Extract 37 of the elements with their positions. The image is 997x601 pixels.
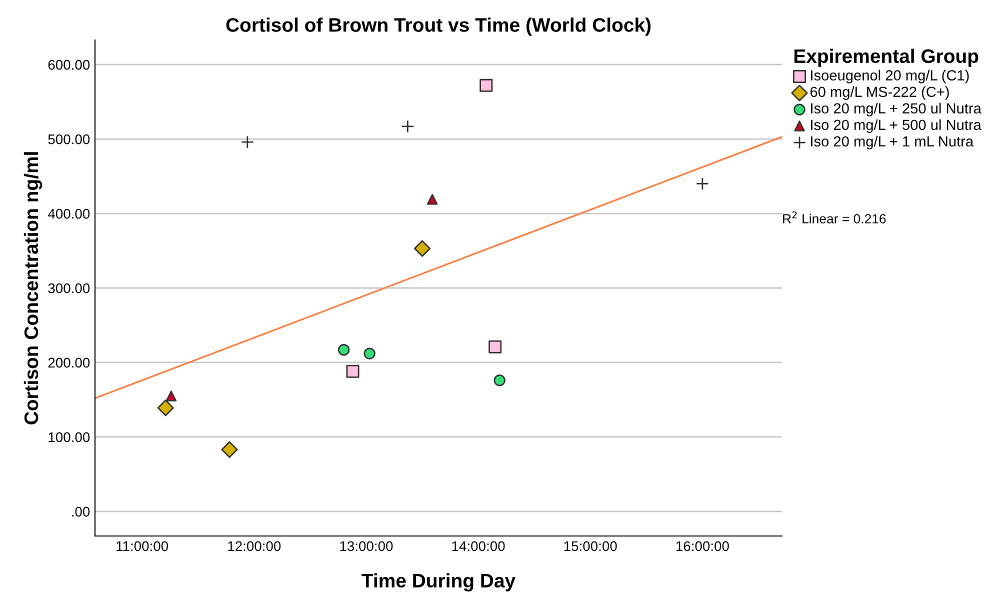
legend-label: 60 mg/L MS-222 (C+) (810, 86, 949, 100)
legend-label: Iso 20 mg/L + 1 mL Nutra (811, 136, 974, 150)
y-tick-label: 600.00 (48, 60, 90, 70)
y-tick-label: 300.00 (48, 283, 90, 294)
legend-label: Isoeugenol 20 mg/L (C1) (811, 70, 969, 84)
y-tick-label: 400.00 (48, 208, 90, 219)
point (364, 348, 376, 360)
point (414, 240, 431, 257)
point (346, 364, 360, 378)
y-tick-label: .00 (72, 506, 90, 517)
y-tick-label: 100.00 (48, 432, 90, 442)
point (166, 390, 177, 402)
point (401, 120, 414, 133)
point (338, 344, 350, 356)
x-tick-label: 14:00:00 (452, 541, 505, 552)
point (426, 194, 438, 205)
y-axis-title: Cortison Concentration ng/ml (24, 152, 42, 424)
point (240, 136, 254, 149)
point (488, 340, 502, 354)
x-tick-label: 12:00:00 (228, 541, 281, 552)
point (494, 374, 506, 386)
point (480, 78, 493, 92)
y-tick-label: 200.00 (48, 358, 90, 368)
text: R$^{2}$ Linear = 0.216 (783, 211, 886, 224)
chart-title: Cortisol of Brown Trout vs Time (World Clock) (226, 18, 651, 36)
point (696, 177, 709, 190)
legend-label: Iso 20 mg/L + 250 ul Nutra (811, 102, 982, 116)
legend-label: Iso 20 mg/L + 500 ul Nutra (811, 119, 982, 133)
y-tick-label: 500.00 (48, 134, 90, 144)
point (221, 441, 238, 458)
x-tick-label: 11:00:00 (116, 541, 168, 552)
point (157, 400, 174, 416)
x-axis-title: Time During Day (362, 573, 516, 592)
x-tick-label: 15:00:00 (564, 541, 617, 552)
x-tick-label: 16:00:00 (676, 541, 729, 552)
x-tick-label: 13:00:00 (340, 541, 393, 552)
legend-title: Expiremental Group (794, 48, 978, 67)
